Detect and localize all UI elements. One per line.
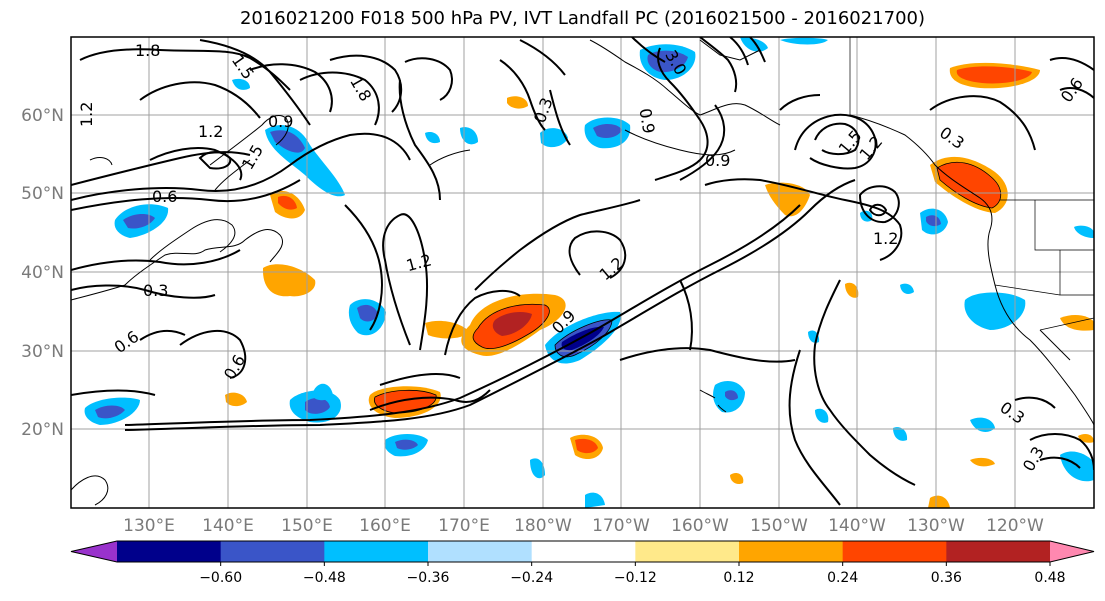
contour-label: 0.3 [143, 281, 168, 300]
contour-label: 0.9 [705, 151, 730, 170]
contour-label: 1.2 [77, 102, 96, 127]
colorbar-extend-high [1050, 541, 1094, 562]
political-borders [849, 37, 1094, 331]
graticule [71, 37, 1094, 508]
lon-label: 170°E [438, 516, 490, 536]
latitude-labels: 60°N 50°N 40°N 30°N 20°N [21, 106, 64, 440]
lon-label: 180°W [514, 516, 572, 536]
positive-anomaly-fills [225, 62, 1094, 508]
pv-contours [71, 37, 1094, 506]
lat-label: 40°N [21, 263, 64, 283]
lon-label: 140°E [202, 516, 254, 536]
lat-label: 50°N [21, 184, 64, 204]
colorbar-segment [428, 541, 533, 562]
lat-label: 30°N [21, 342, 64, 362]
colorbar-tick-label: 0.24 [827, 570, 858, 586]
lat-label: 60°N [21, 106, 64, 126]
colorbar-tick-label: 0.12 [723, 570, 754, 586]
colorbar-tick-label: −0.60 [199, 570, 242, 586]
colorbar-segment [117, 541, 222, 562]
colorbar-segment [220, 541, 325, 562]
colorbar-outline [70, 540, 1095, 563]
lon-label: 160°W [671, 516, 729, 536]
longitude-labels: 130°E 140°E 150°E 160°E 170°E 180°W 170°… [123, 516, 1044, 536]
contour-label: 1.2 [198, 122, 223, 141]
plot-title: 2016021200 F018 500 hPa PV, IVT Landfall… [239, 8, 926, 29]
colorbar-segment [842, 541, 947, 562]
coastlines [71, 39, 1094, 506]
colorbar-tick-label: −0.48 [303, 570, 346, 586]
colorbar: −0.60 −0.48 −0.36 −0.24 −0.12 0.12 0.24 0.36 0.4… [70, 540, 1095, 586]
lon-label: 130°W [907, 516, 965, 536]
contour-label: 1.2 [873, 229, 898, 248]
colorbar-tick-label: −0.12 [614, 570, 657, 586]
lon-label: 150°E [281, 516, 333, 536]
lat-label: 20°N [21, 420, 64, 440]
map-frame [70, 36, 1095, 509]
colorbar-tick-label: 0.36 [931, 570, 962, 586]
lon-label: 120°W [986, 516, 1044, 536]
lon-label: 150°W [750, 516, 808, 536]
colorbar-tick-label: −0.24 [510, 570, 553, 586]
contour-label: 0.9 [635, 107, 658, 135]
colorbar-tick-label: −0.36 [407, 570, 450, 586]
colorbar-segment [739, 541, 844, 562]
colorbar-segment [531, 541, 636, 562]
colorbar-segment [946, 541, 1051, 562]
colorbar-extend-low [71, 541, 117, 562]
colorbar-segment [635, 541, 740, 562]
colorbar-tick-label: 0.48 [1034, 570, 1065, 586]
colorbar-segment [324, 541, 429, 562]
contour-label: 0.9 [268, 112, 293, 131]
lon-label: 130°E [123, 516, 175, 536]
negative-anomaly-fills [84, 37, 1094, 508]
lon-label: 160°E [359, 516, 411, 536]
lon-label: 140°W [828, 516, 886, 536]
contour-label: 1.8 [135, 41, 160, 60]
lon-label: 170°W [592, 516, 650, 536]
contour-label: 0.6 [152, 187, 177, 206]
